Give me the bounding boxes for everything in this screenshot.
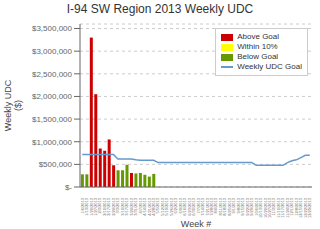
svg-text:$-: $- xyxy=(65,183,72,192)
svg-text:9/22/2013: 9/22/2013 xyxy=(244,198,250,216)
svg-text:6/2/2013: 6/2/2013 xyxy=(173,198,179,214)
svg-text:9/29/2013: 9/29/2013 xyxy=(249,198,255,216)
svg-text:$500,000: $500,000 xyxy=(39,160,73,169)
svg-text:Week #: Week # xyxy=(181,219,211,229)
svg-text:2/10/2013: 2/10/2013 xyxy=(101,198,107,216)
svg-text:2/17/2013: 2/17/2013 xyxy=(106,198,112,216)
svg-text:5/19/2013: 5/19/2013 xyxy=(164,198,170,216)
svg-text:3/31/2013: 3/31/2013 xyxy=(133,198,139,216)
svg-text:1/6/2013: 1/6/2013 xyxy=(79,198,85,214)
svg-text:$1,000,000: $1,000,000 xyxy=(32,138,73,147)
svg-text:6/16/2013: 6/16/2013 xyxy=(182,198,188,216)
html-text:Above Goal: Above Goal xyxy=(237,32,279,41)
svg-text:12/15/2013: 12/15/2013 xyxy=(298,198,304,218)
svg-text:7/7/2013: 7/7/2013 xyxy=(195,198,201,214)
svg-text:4/21/2013: 4/21/2013 xyxy=(146,198,152,216)
html-text:Weekly UDC Goal: Weekly UDC Goal xyxy=(237,62,302,71)
svg-text:5/12/2013: 5/12/2013 xyxy=(159,198,165,216)
svg-text:5/5/2013: 5/5/2013 xyxy=(155,198,161,214)
html-text:Within 10%: Within 10% xyxy=(237,42,278,51)
svg-text:4/14/2013: 4/14/2013 xyxy=(142,198,148,216)
svg-text:3/17/2013: 3/17/2013 xyxy=(124,198,130,216)
svg-text:6/23/2013: 6/23/2013 xyxy=(186,198,192,216)
svg-text:3/10/2013: 3/10/2013 xyxy=(119,198,125,216)
svg-text:6/9/2013: 6/9/2013 xyxy=(177,198,183,214)
svg-text:3/3/2013: 3/3/2013 xyxy=(115,198,121,214)
html-text:I-94 SW Region 2013 Weekly UDC: I-94 SW Region 2013 Weekly UDC xyxy=(66,2,254,16)
svg-text:3/24/2013: 3/24/2013 xyxy=(128,198,134,216)
svg-text:$2,000,000: $2,000,000 xyxy=(32,92,73,101)
svg-text:10/27/2013: 10/27/2013 xyxy=(267,198,272,218)
svg-text:11/3/2013: 11/3/2013 xyxy=(271,198,277,216)
svg-text:9/15/2013: 9/15/2013 xyxy=(240,198,246,216)
svg-text:1/20/2013: 1/20/2013 xyxy=(88,198,94,216)
svg-text:8/11/2013: 8/11/2013 xyxy=(217,198,223,216)
svg-text:8/4/2013: 8/4/2013 xyxy=(213,198,219,214)
svg-text:11/17/2013: 11/17/2013 xyxy=(280,198,286,218)
svg-text:12/8/2013: 12/8/2013 xyxy=(293,198,299,216)
svg-text:9/1/2013: 9/1/2013 xyxy=(231,198,237,214)
svg-text:10/6/2013: 10/6/2013 xyxy=(253,198,259,216)
svg-text:5/26/2013: 5/26/2013 xyxy=(168,198,174,216)
svg-text:9/8/2013: 9/8/2013 xyxy=(235,198,241,214)
svg-text:10/13/2013: 10/13/2013 xyxy=(258,198,264,218)
svg-text:1/27/2013: 1/27/2013 xyxy=(93,198,98,216)
svg-text:2/3/2013: 2/3/2013 xyxy=(97,198,103,214)
svg-text:7/28/2013: 7/28/2013 xyxy=(209,198,214,216)
svg-text:12/29/2013: 12/29/2013 xyxy=(307,197,312,218)
svg-text:11/24/2013: 11/24/2013 xyxy=(284,198,290,218)
svg-text:12/1/2013: 12/1/2013 xyxy=(289,198,295,216)
svg-text:Weekly UDC($): Weekly UDC($) xyxy=(8,79,23,131)
svg-text:10/20/2013: 10/20/2013 xyxy=(262,198,268,218)
html-text:Below Goal: Below Goal xyxy=(237,52,279,61)
svg-text:12/22/2013: 12/22/2013 xyxy=(302,198,308,218)
svg-text:$3,000,000: $3,000,000 xyxy=(32,47,73,56)
svg-text:$3,500,000: $3,500,000 xyxy=(32,24,73,33)
svg-text:7/14/2013: 7/14/2013 xyxy=(200,198,206,216)
svg-text:1/13/2013: 1/13/2013 xyxy=(84,198,90,216)
svg-text:8/25/2013: 8/25/2013 xyxy=(226,198,232,216)
svg-text:11/10/2013: 11/10/2013 xyxy=(275,198,281,218)
svg-text:8/18/2013: 8/18/2013 xyxy=(222,198,228,216)
svg-text:7/21/2013: 7/21/2013 xyxy=(204,198,210,216)
svg-text:6/30/2013: 6/30/2013 xyxy=(191,198,197,216)
svg-text:4/7/2013: 4/7/2013 xyxy=(137,198,143,214)
svg-text:$1,500,000: $1,500,000 xyxy=(32,115,73,124)
svg-text:$2,500,000: $2,500,000 xyxy=(32,70,73,79)
svg-text:2/24/2013: 2/24/2013 xyxy=(110,198,116,216)
svg-text:4/28/2013: 4/28/2013 xyxy=(151,198,156,216)
